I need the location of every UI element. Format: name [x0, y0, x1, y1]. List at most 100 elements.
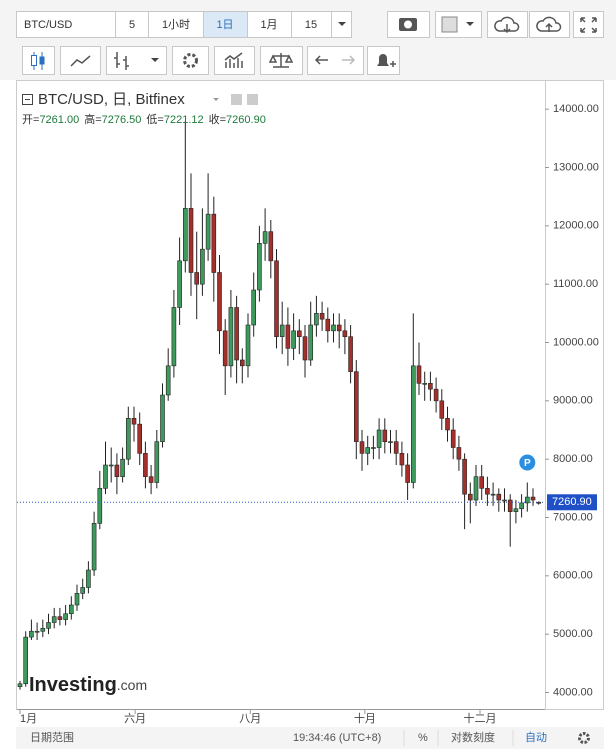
candle-body [519, 502, 524, 510]
cloud-icon [536, 16, 562, 32]
log-toggle[interactable]: 对数刻度 [451, 730, 495, 744]
plot: 4000.00 5000.00 6000.00 7000.00 8000.00 9000.… [17, 103, 599, 725]
settings-icon[interactable] [578, 732, 590, 744]
candle-body [382, 429, 388, 442]
auto-toggle[interactable]: 自动 [525, 731, 547, 744]
candle-body [490, 493, 496, 496]
interval-btn-active[interactable] [203, 11, 248, 38]
legend-title: BTC/USD, 日, Bitfinex [38, 91, 185, 108]
candle-body [177, 260, 182, 308]
candle-body [268, 231, 274, 262]
candle-body [103, 464, 108, 489]
candle-body [120, 458, 125, 477]
line-btn[interactable] [60, 46, 101, 75]
percent-toggle[interactable]: % [418, 732, 428, 744]
candle-body [359, 441, 365, 454]
candle-body [433, 388, 439, 402]
redo-icon [342, 55, 356, 65]
x-tick-label: 八月 [239, 713, 261, 725]
candle-body [388, 441, 393, 443]
logo: Investing.com [29, 674, 147, 696]
cloud-icon [494, 16, 520, 34]
candle-body [131, 418, 137, 425]
candle-body [228, 307, 234, 367]
candle-body [450, 429, 456, 448]
candle-body [114, 464, 120, 477]
badge [519, 454, 536, 471]
candle-body [34, 630, 40, 633]
candle-btn[interactable] [22, 46, 55, 75]
ohlc-key: 高= [84, 112, 101, 126]
candle-body [165, 365, 171, 396]
x-tick-label: 十月 [354, 711, 376, 725]
candle-body [342, 330, 348, 337]
candle-body [502, 499, 507, 502]
symbol-input[interactable] [16, 11, 116, 38]
candle-body [57, 616, 63, 620]
count: 15 [305, 19, 317, 31]
caret [151, 58, 159, 62]
date-range[interactable]: 日期范围 [30, 730, 74, 744]
scale-icon [268, 53, 294, 68]
candle-body [51, 616, 57, 623]
candle-body [371, 447, 376, 449]
symbol: BTC/USD [24, 19, 72, 31]
candle-body [126, 418, 131, 460]
y-tick-label: 7000.00 [553, 511, 593, 523]
settings-icon[interactable] [247, 94, 258, 105]
candle-body [245, 324, 251, 367]
candle-body [462, 458, 467, 495]
candle-body [160, 394, 165, 442]
candle-body [74, 593, 80, 606]
candle-body [17, 683, 23, 687]
fullscreen-btn[interactable] [573, 11, 604, 38]
line-icon [70, 55, 91, 67]
candle-body [46, 622, 51, 629]
collapse-icon[interactable] [22, 94, 33, 105]
candle-body [257, 243, 262, 291]
interval: 1小时 [162, 18, 190, 31]
candle-body [296, 330, 302, 337]
candle-body [445, 418, 450, 431]
candle-body [143, 453, 148, 477]
candle-body [485, 488, 490, 495]
y-tick-label: 9000.00 [553, 395, 593, 407]
candle-body [467, 493, 473, 501]
candle-body [496, 493, 502, 501]
candle-body [393, 441, 399, 454]
candle-body [530, 496, 536, 501]
y-tick-label: 5000.00 [553, 628, 593, 640]
eye-icon[interactable] [231, 94, 242, 105]
count-btn[interactable] [291, 11, 332, 38]
caret [466, 22, 474, 26]
settings-btn[interactable] [172, 46, 209, 75]
interval-btn[interactable] [148, 11, 204, 38]
chart-frame [16, 80, 604, 710]
interval-btn[interactable] [247, 11, 292, 38]
candle-body [217, 272, 222, 332]
interval-btn[interactable] [115, 11, 149, 38]
ohlc-key: 开= [22, 114, 39, 126]
candle-icon [31, 55, 37, 66]
candle-body [279, 324, 285, 337]
ohlc-text: 开=7261.00 高=7276.50 低=7221.12 收=7260.90 [22, 112, 266, 126]
y-tick-label: 8000.00 [553, 453, 593, 465]
logo-suffix: .com [117, 677, 147, 693]
candle-body [365, 447, 371, 454]
candle-body [405, 464, 410, 483]
indicators-btn[interactable] [214, 46, 255, 75]
candle-body [222, 330, 228, 367]
bars-btn[interactable] [106, 46, 167, 75]
candle-body [319, 313, 325, 320]
candle-body [507, 499, 513, 512]
candle-body [108, 464, 114, 467]
candle-body [69, 604, 74, 615]
candle-body [148, 476, 154, 483]
candle-body [80, 587, 85, 594]
ohlc-value: 7261.00 [39, 114, 79, 126]
candle-body [171, 307, 177, 367]
candle-body [63, 613, 68, 620]
candle-body [376, 429, 382, 448]
candle-body [23, 636, 29, 685]
candle-body [399, 453, 405, 466]
